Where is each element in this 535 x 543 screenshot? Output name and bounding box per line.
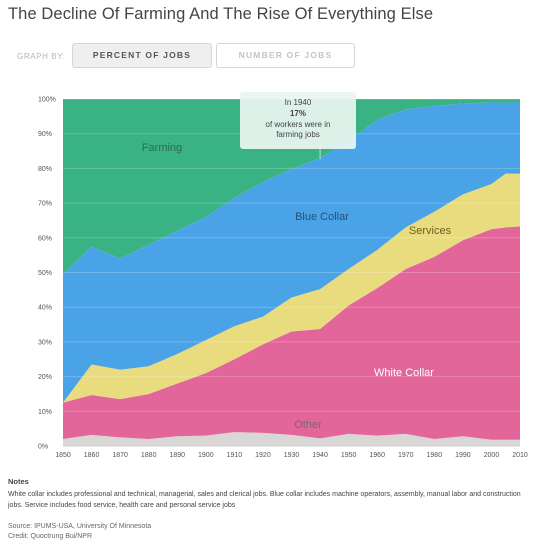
annotation-year: In 1940 [285,98,312,107]
label-other: Other [294,419,322,431]
area-layer [63,99,520,446]
y-tick-label: 90% [38,131,52,138]
y-tick-label: 30% [38,339,52,346]
y-tick-label: 50% [38,270,52,277]
x-tick-label: 1920 [255,452,271,459]
y-tick-label: 100% [38,97,56,104]
y-tick-label: 20% [38,374,52,381]
x-tick-label: 1950 [341,452,357,459]
x-tick-label: 1960 [369,452,385,459]
x-tick-label: 2010 [512,452,528,459]
percent-of-jobs-button[interactable]: PERCENT OF JOBS [72,43,212,68]
y-tick-label: 80% [38,166,52,173]
area-services [63,173,520,403]
y-tick-label: 70% [38,201,52,208]
label-blue-collar: Blue Collar [295,211,349,223]
x-axis: 1850 1860 1870 1880 1890 1900 1910 1920 1930 1940… [55,452,528,459]
number-of-jobs-button[interactable]: NUMBER OF JOBS [216,43,355,68]
source-line: Source: IPUMS-USA, University Of Minneso… [8,523,152,530]
y-tick-label: 0% [38,444,48,451]
notes-heading: Notes [8,477,29,486]
credit-line: Credit: Quoctrung Bui/NPR [8,533,93,540]
label-white-collar: White Collar [374,367,434,379]
annotation-text: farming jobs [276,130,320,139]
x-tick-label: 1970 [398,452,414,459]
x-tick-label: 1850 [55,452,71,459]
x-tick-label: 2000 [484,452,500,459]
annotation-text: of workers were in [266,120,331,129]
area-other [63,432,520,446]
grid-layer [63,98,520,447]
x-tick-label: 1860 [84,452,100,459]
x-tick-label: 1940 [312,452,328,459]
x-tick-label: 1880 [141,452,157,459]
y-axis: 0% 10% 20% 30% 40% 50% 60% 70% 80% 90% 100% [38,97,56,451]
x-tick-label: 1930 [284,452,300,459]
label-services: Services [409,225,452,237]
annotation-value: 17% [290,109,306,118]
graph-by-label: GRAPH BY: [17,52,66,61]
x-tick-label: 1870 [112,452,128,459]
y-tick-label: 60% [38,235,52,242]
x-tick-label: 1990 [455,452,471,459]
page-title: The Decline Of Farming And The Rise Of E… [8,5,434,23]
y-tick-label: 40% [38,305,52,312]
notes-text: White collar includes professional and t… [8,491,521,509]
x-tick-label: 1890 [169,452,185,459]
annotation-box [240,92,356,149]
x-tick-label: 1910 [227,452,243,459]
series-labels: Farming Blue Collar Services White Collar Ot… [142,142,452,431]
x-tick-label: 1980 [427,452,443,459]
stacked-area-chart: 0%10%20%30%40%50%60%70%80%90%100% 1850 18… [38,92,528,459]
x-tick-label: 1900 [198,452,214,459]
area-blue-collar [63,102,520,403]
y-tick-label: 10% [38,409,52,416]
area-white-collar [63,226,520,440]
area-farming [63,99,520,275]
label-farming: Farming [142,142,182,154]
